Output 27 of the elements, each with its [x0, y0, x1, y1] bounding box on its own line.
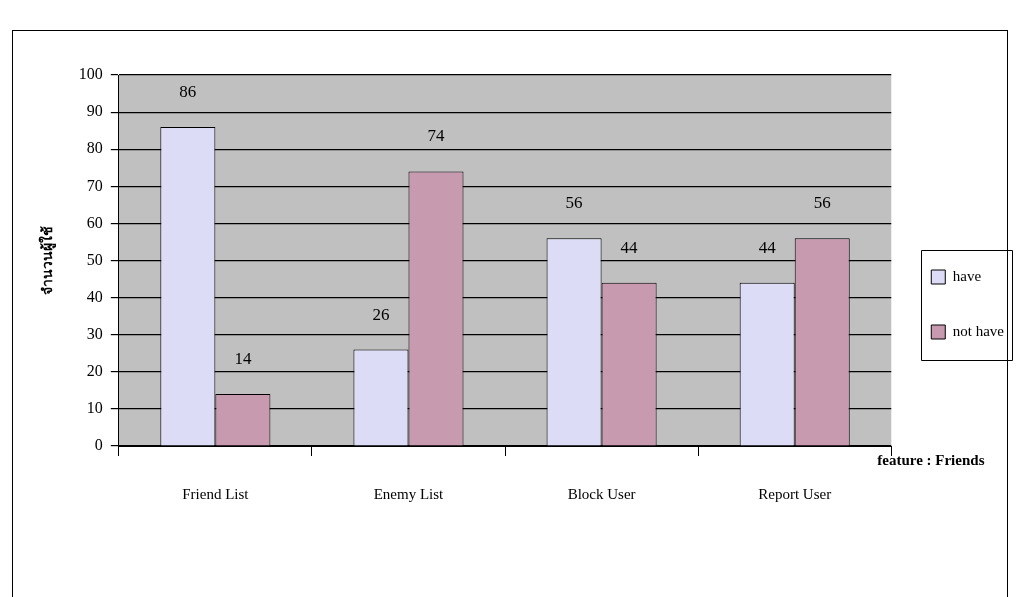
y-tick-label: 60 — [86, 213, 103, 231]
y-tick-label: 50 — [86, 250, 103, 268]
y-axis-title: จำนวนผู้ใช้ — [38, 226, 57, 295]
data-label: 44 — [620, 237, 639, 257]
y-tick-label: 70 — [86, 176, 103, 194]
y-tick-label: 80 — [86, 139, 103, 157]
data-label: 56 — [813, 193, 831, 213]
y-tick-label: 0 — [94, 436, 103, 454]
x-tick-label: Enemy List — [373, 485, 445, 502]
y-tick-label: 100 — [78, 65, 103, 83]
y-tick-label: 30 — [86, 324, 103, 342]
data-label: 14 — [234, 349, 252, 369]
data-label: 86 — [179, 81, 197, 101]
data-label: 26 — [372, 304, 390, 324]
y-tick-label: 20 — [86, 362, 103, 379]
x-axis-title: feature : Friends — [877, 452, 985, 469]
data-label: 44 — [758, 237, 777, 257]
legend-label: have — [952, 267, 982, 284]
data-label: 74 — [427, 126, 445, 146]
legend-label: not have — [952, 322, 1005, 339]
x-tick-label: Report User — [758, 485, 832, 502]
y-tick-label: 10 — [86, 399, 103, 417]
y-tick-label: 40 — [86, 287, 103, 305]
y-tick-label: 90 — [86, 102, 103, 120]
x-tick-label: Block User — [567, 485, 636, 502]
x-tick-label: Friend List — [182, 485, 250, 502]
data-label: 56 — [565, 193, 583, 213]
